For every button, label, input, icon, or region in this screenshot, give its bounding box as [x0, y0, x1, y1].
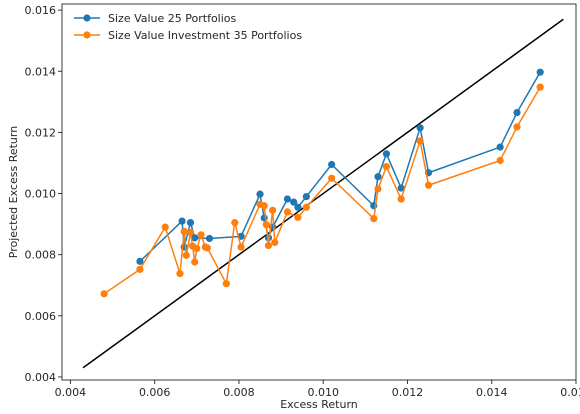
y-tick-label: 0.016: [25, 4, 57, 17]
data-point-size-value-investment-35-9: [193, 244, 201, 253]
data-point-size-value-investment-35-12: [203, 244, 211, 252]
x-tick-label: 0.016: [560, 386, 580, 399]
x-tick-label: 0.012: [392, 386, 424, 399]
legend-marker-size-value-25: [83, 14, 91, 22]
data-point-size-value-25-11: [283, 195, 292, 203]
data-point-size-value-investment-35-24: [302, 203, 310, 211]
data-point-size-value-investment-35-20: [269, 206, 277, 214]
x-tick-label: 0.008: [223, 386, 255, 399]
data-point-size-value-investment-35-1: [136, 265, 144, 273]
data-point-size-value-investment-35-0: [100, 290, 108, 298]
data-point-size-value-25-13: [294, 203, 302, 211]
data-point-size-value-25-14: [302, 192, 310, 201]
legend-marker-size-value-investment-35: [83, 31, 91, 39]
data-point-size-value-investment-35-19: [264, 241, 273, 250]
data-point-size-value-investment-35-32: [496, 156, 504, 165]
data-point-size-value-investment-35-28: [382, 163, 391, 171]
y-axis: 0.004 0.006 0.008 0.010 0.012 0.014 0.016: [25, 4, 62, 384]
data-point-size-value-25-17: [374, 173, 382, 181]
y-tick-label: 0.006: [25, 310, 57, 323]
data-point-size-value-25-23: [513, 108, 521, 117]
y-tick-label: 0.012: [25, 126, 57, 139]
x-axis-label: Excess Return: [280, 398, 358, 411]
data-point-size-value-25-22: [496, 143, 504, 151]
data-point-size-value-investment-35-4: [180, 227, 188, 236]
data-point-size-value-25-7: [256, 190, 264, 198]
data-point-size-value-investment-35-29: [397, 195, 405, 203]
data-point-size-value-investment-35-22: [283, 208, 292, 216]
data-point-size-value-25-20: [416, 124, 424, 132]
series-line-size-value-investment-35: [103, 86, 541, 295]
data-point-size-value-25-3: [186, 218, 195, 227]
y-axis-label: Projected Excess Return: [7, 126, 20, 258]
x-tick-label: 0.006: [139, 386, 171, 399]
data-point-size-value-investment-35-31: [424, 181, 433, 189]
legend-label-size-value-investment-35: Size Value Investment 35 Portfolios: [108, 29, 302, 42]
data-point-size-value-25-5: [205, 234, 214, 243]
data-point-size-value-investment-35-21: [271, 238, 279, 247]
data-point-size-value-investment-35-18: [262, 221, 270, 229]
data-point-size-value-25-18: [382, 150, 391, 158]
plot-layer: [82, 18, 564, 369]
data-point-size-value-investment-35-10: [197, 231, 205, 239]
x-tick-label: 0.010: [307, 386, 339, 399]
x-axis: 0.004 0.006 0.008 0.010 0.012 0.014 0.016: [55, 380, 580, 399]
data-point-size-value-investment-35-30: [416, 137, 424, 145]
data-point-size-value-investment-35-6: [186, 228, 195, 236]
legend-label-size-value-25: Size Value 25 Portfolios: [108, 12, 237, 25]
data-point-size-value-investment-35-3: [176, 270, 184, 278]
data-point-size-value-25-19: [397, 184, 405, 192]
reference-line: [82, 18, 564, 369]
y-tick-label: 0.008: [25, 249, 57, 262]
data-point-size-value-investment-35-23: [294, 213, 302, 221]
plot-frame: [61, 3, 577, 381]
data-point-size-value-25-4: [191, 234, 199, 242]
data-point-size-value-investment-35-15: [237, 243, 245, 251]
data-point-size-value-investment-35-13: [222, 280, 230, 288]
data-point-size-value-investment-35-26: [370, 214, 378, 223]
data-point-size-value-investment-35-25: [328, 174, 336, 182]
data-point-size-value-25-12: [290, 198, 298, 206]
y-tick-label: 0.010: [25, 188, 57, 201]
data-point-size-value-25-8: [260, 214, 268, 222]
x-tick-label: 0.004: [55, 386, 87, 399]
data-point-size-value-investment-35-2: [161, 223, 169, 231]
data-point-size-value-investment-35-34: [536, 83, 544, 91]
x-tick-label: 0.014: [476, 386, 508, 399]
data-point-size-value-25-1: [178, 217, 186, 225]
data-point-size-value-investment-35-5: [182, 251, 190, 259]
data-point-size-value-investment-35-8: [191, 258, 199, 266]
data-point-size-value-investment-35-33: [513, 123, 521, 131]
data-point-size-value-investment-35-14: [231, 218, 239, 227]
data-point-size-value-25-24: [536, 68, 544, 76]
data-point-size-value-25-0: [136, 257, 144, 265]
y-tick-label: 0.014: [25, 65, 57, 78]
data-point-size-value-investment-35-17: [260, 202, 268, 210]
legend: Size Value 25 Portfolios Size Value Inves…: [74, 12, 302, 42]
data-point-size-value-25-15: [328, 160, 336, 169]
data-point-size-value-investment-35-27: [374, 185, 382, 193]
y-tick-label: 0.004: [25, 371, 57, 384]
